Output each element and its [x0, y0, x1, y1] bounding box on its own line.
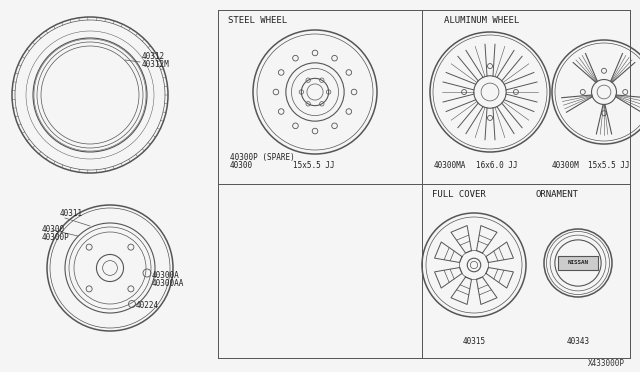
Text: 15x5.5 JJ: 15x5.5 JJ: [588, 161, 630, 170]
Text: FULL COVER: FULL COVER: [432, 190, 486, 199]
Text: 40300MA: 40300MA: [434, 161, 467, 170]
Text: 40300AA: 40300AA: [152, 279, 184, 288]
Text: ORNAMENT: ORNAMENT: [536, 190, 579, 199]
Text: 40312: 40312: [142, 52, 165, 61]
Text: 40300A: 40300A: [152, 271, 180, 280]
Text: 40311: 40311: [60, 209, 83, 218]
Text: NISSAN: NISSAN: [568, 260, 589, 266]
Text: 40224: 40224: [136, 301, 159, 310]
Text: STEEL WHEEL: STEEL WHEEL: [228, 16, 287, 25]
Text: ALUMINUM WHEEL: ALUMINUM WHEEL: [444, 16, 520, 25]
Text: 40343: 40343: [566, 337, 589, 346]
Text: 40300: 40300: [42, 225, 65, 234]
Text: 16x6.0 JJ: 16x6.0 JJ: [476, 161, 518, 170]
Text: 40315: 40315: [463, 337, 486, 346]
Text: 40300: 40300: [230, 161, 253, 170]
Text: 40300P (SPARE): 40300P (SPARE): [230, 153, 295, 162]
Text: 40312M: 40312M: [142, 60, 170, 69]
Text: 15x5.5 JJ: 15x5.5 JJ: [293, 161, 335, 170]
Text: 40300M: 40300M: [552, 161, 580, 170]
Text: 40300P: 40300P: [42, 233, 70, 242]
FancyBboxPatch shape: [559, 256, 598, 270]
Text: X433000P: X433000P: [588, 359, 625, 368]
